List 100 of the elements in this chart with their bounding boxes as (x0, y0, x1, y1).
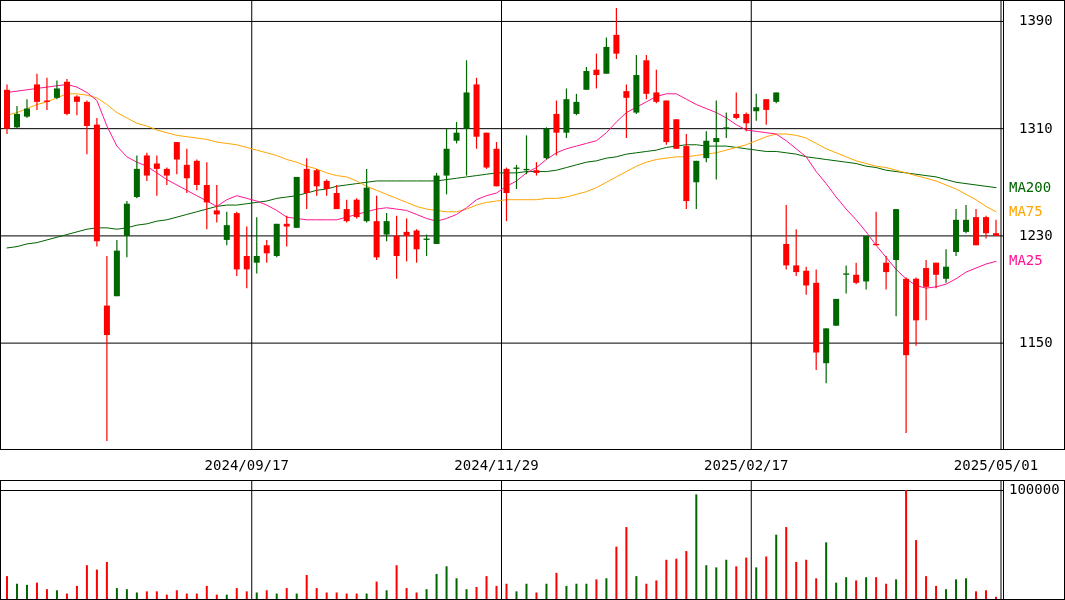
bar (5, 576, 8, 599)
candlestick (993, 219, 1000, 237)
bar (965, 578, 968, 599)
bar (945, 589, 948, 599)
bar (765, 556, 768, 599)
bar (85, 565, 88, 599)
x-tick-label: 2024/09/17 (204, 457, 289, 473)
bar (265, 590, 268, 599)
bar (525, 583, 528, 599)
bar (485, 576, 488, 599)
bar (65, 593, 68, 599)
candlestick (413, 228, 420, 264)
bar (175, 590, 178, 599)
bar (455, 578, 458, 599)
bar (655, 580, 658, 599)
bar (405, 588, 408, 599)
bar (835, 582, 838, 599)
bar (555, 572, 558, 599)
bar (295, 593, 298, 599)
bar (205, 585, 208, 599)
candlestick (803, 266, 810, 296)
bar (445, 566, 448, 599)
bar (975, 591, 978, 599)
candlestick (203, 161, 210, 230)
candlestick (793, 228, 800, 277)
bar (245, 591, 248, 599)
candlestick (723, 111, 730, 139)
bar (735, 566, 738, 599)
candlestick (333, 184, 340, 210)
candlestick (573, 93, 580, 116)
candlestick (933, 262, 940, 289)
bar (805, 559, 808, 599)
candlestick (923, 259, 930, 321)
series-label: MA75 (1009, 202, 1043, 219)
bar (695, 494, 698, 599)
bar (375, 581, 378, 599)
bar (855, 580, 858, 599)
candlestick (263, 239, 270, 264)
bar (705, 565, 708, 599)
bar (755, 567, 758, 599)
candlestick (183, 148, 190, 194)
bar (75, 585, 78, 599)
x-tick-label: 2024/11/29 (454, 457, 539, 473)
bar (185, 593, 188, 599)
bar (905, 490, 908, 599)
bar (435, 573, 438, 599)
bar (875, 577, 878, 599)
bar (685, 551, 688, 599)
candlestick (553, 99, 560, 157)
candlestick (393, 215, 400, 280)
bar (675, 558, 678, 599)
bar (115, 588, 118, 599)
bar (135, 592, 138, 599)
bar (255, 592, 258, 599)
bar (665, 559, 668, 599)
bar (515, 591, 518, 599)
bar (125, 589, 128, 599)
bar (285, 588, 288, 599)
bar (385, 590, 388, 599)
candlestick (853, 262, 860, 285)
bar (825, 542, 828, 599)
bar (425, 589, 428, 599)
candlestick (733, 91, 740, 120)
bar (595, 579, 598, 599)
candlestick (33, 73, 40, 111)
bar (775, 534, 778, 599)
bar (465, 589, 468, 599)
bar (565, 585, 568, 599)
candlestick (383, 212, 390, 242)
candlestick (753, 93, 760, 122)
bar (915, 540, 918, 599)
bar (35, 582, 38, 599)
candlestick (143, 152, 150, 182)
bar (935, 585, 938, 599)
y-tick-label: 1310 (1019, 119, 1053, 136)
bar (585, 583, 588, 599)
candlestick (453, 121, 460, 145)
bar (95, 569, 98, 599)
bar (885, 583, 888, 599)
bar (865, 577, 868, 599)
candlestick (343, 199, 350, 224)
candlestick (13, 105, 20, 130)
candlestick (403, 217, 410, 262)
bar (545, 583, 548, 599)
candlestick (213, 184, 220, 224)
bar (25, 584, 28, 599)
candlestick (943, 248, 950, 284)
bar (155, 591, 158, 599)
candlestick (353, 197, 360, 220)
candlestick (23, 98, 30, 119)
bar (745, 557, 748, 599)
bar (235, 588, 238, 599)
bar (15, 583, 18, 599)
bar (895, 579, 898, 599)
candlestick (53, 79, 60, 100)
bar (795, 561, 798, 599)
candlestick (623, 83, 630, 139)
candlestick (743, 111, 750, 132)
candlestick (883, 255, 890, 291)
candlestick (783, 204, 790, 270)
